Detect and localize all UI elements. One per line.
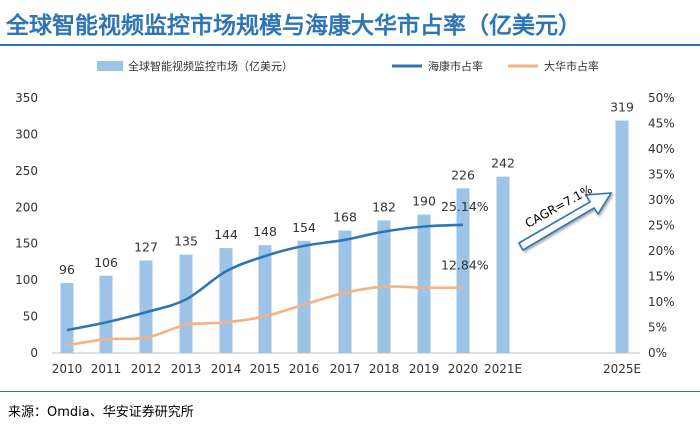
page-title: 全球智能视频监控市场规模与海康大华市占率（亿美元） [6,13,581,39]
left-axis-tick: 200 [15,200,38,214]
bar-2011 [99,275,113,353]
x-axis-tick: 2018 [369,362,400,376]
right-axis-tick: 35% [648,168,675,182]
hikvision-2020-label: 25.14% [441,199,489,214]
bar-value-label: 144 [214,227,238,242]
x-axis-tick: 2010 [52,362,83,376]
left-axis-tick: 0 [30,346,38,360]
right-axis-tick: 0% [648,346,667,360]
bar-value-label: 168 [333,210,357,225]
left-axis-tick: 250 [15,164,38,178]
x-axis-tick: 2016 [289,362,320,376]
right-axis-tick: 25% [648,219,675,233]
bar-2012 [139,260,153,353]
bar-2015 [258,245,272,353]
right-axis-tick: 15% [648,270,675,284]
bar-2010 [60,283,74,353]
x-axis-tick: 2025E [603,362,641,376]
source-note: 来源：Omdia、华安证券研究所 [8,405,194,420]
x-axis-tick: 2017 [330,362,361,376]
right-axis-tick: 10% [648,295,675,309]
bar-series: 96 106 127 135 144 148 154 168 182 190 226 242 319 [59,100,634,353]
bar-value-label: 127 [134,239,158,254]
right-axis-tick: 20% [648,244,675,258]
legend-swatch-market [97,61,123,71]
bar-value-label: 148 [253,224,277,239]
left-axis-tick: 50 [23,310,38,324]
title-divider [0,44,700,46]
right-axis-tick: 40% [648,142,675,156]
x-axis-tick: 2012 [131,362,162,376]
x-axis-tick: 2014 [211,362,242,376]
bar-value-label: 106 [94,255,118,270]
bar-2025E [615,120,629,353]
x-axis-tick: 2011 [91,362,122,376]
bar-2020 [456,188,470,353]
left-axis-tick: 150 [15,237,38,251]
bar-2019 [417,214,431,353]
bar-2014 [219,248,233,353]
legend-label-hikvision: 海康市占率 [428,59,483,73]
bar-value-label: 190 [412,194,436,209]
legend-label-dahua: 大华市占率 [544,59,599,73]
bar-value-label: 135 [174,234,198,249]
x-axis-tick: 2013 [171,362,202,376]
right-axis-tick: 5% [648,321,667,335]
bar-value-label: 96 [59,262,75,277]
right-axis-tick: 50% [648,91,675,105]
hikvision-share-line [66,223,464,332]
right-axis-tick: 30% [648,193,675,207]
legend-label-market: 全球智能视频监控市场（亿美元） [128,59,293,73]
dahua-share-line [66,285,464,347]
bar-value-label: 242 [491,156,515,171]
bar-value-label: 182 [372,199,396,214]
line-series [66,223,464,347]
left-axis-tick: 300 [15,127,38,141]
chart-axes: 0 50 100 150 200 250 300 350 0% 5% 10% 15% 20% 25% 30%… [15,91,675,376]
x-axis-tick: 2015 [250,362,281,376]
bar-2021E [496,176,510,353]
bar-2016 [297,240,311,353]
bar-value-label: 154 [292,220,316,235]
x-axis-tick: 2021E [484,362,522,376]
left-axis-tick: 350 [15,91,38,105]
footer-divider [0,391,700,392]
x-axis-tick: 2019 [409,362,440,376]
cagr-arrow-icon [517,192,613,252]
x-axis-tick: 2020 [448,362,479,376]
right-axis-tick: 45% [648,117,675,131]
bar-2013 [179,254,193,353]
left-axis-tick: 100 [15,273,38,287]
chart-legend: 全球智能视频监控市场（亿美元） 海康市占率 大华市占率 [97,59,599,73]
market-size-chart: 全球智能视频监控市场（亿美元） 海康市占率 大华市占率 0 50 100 150 200 25… [15,59,675,376]
dahua-2020-label: 12.84% [441,258,489,273]
bar-value-label: 319 [610,100,634,115]
bar-value-label: 226 [451,167,475,182]
